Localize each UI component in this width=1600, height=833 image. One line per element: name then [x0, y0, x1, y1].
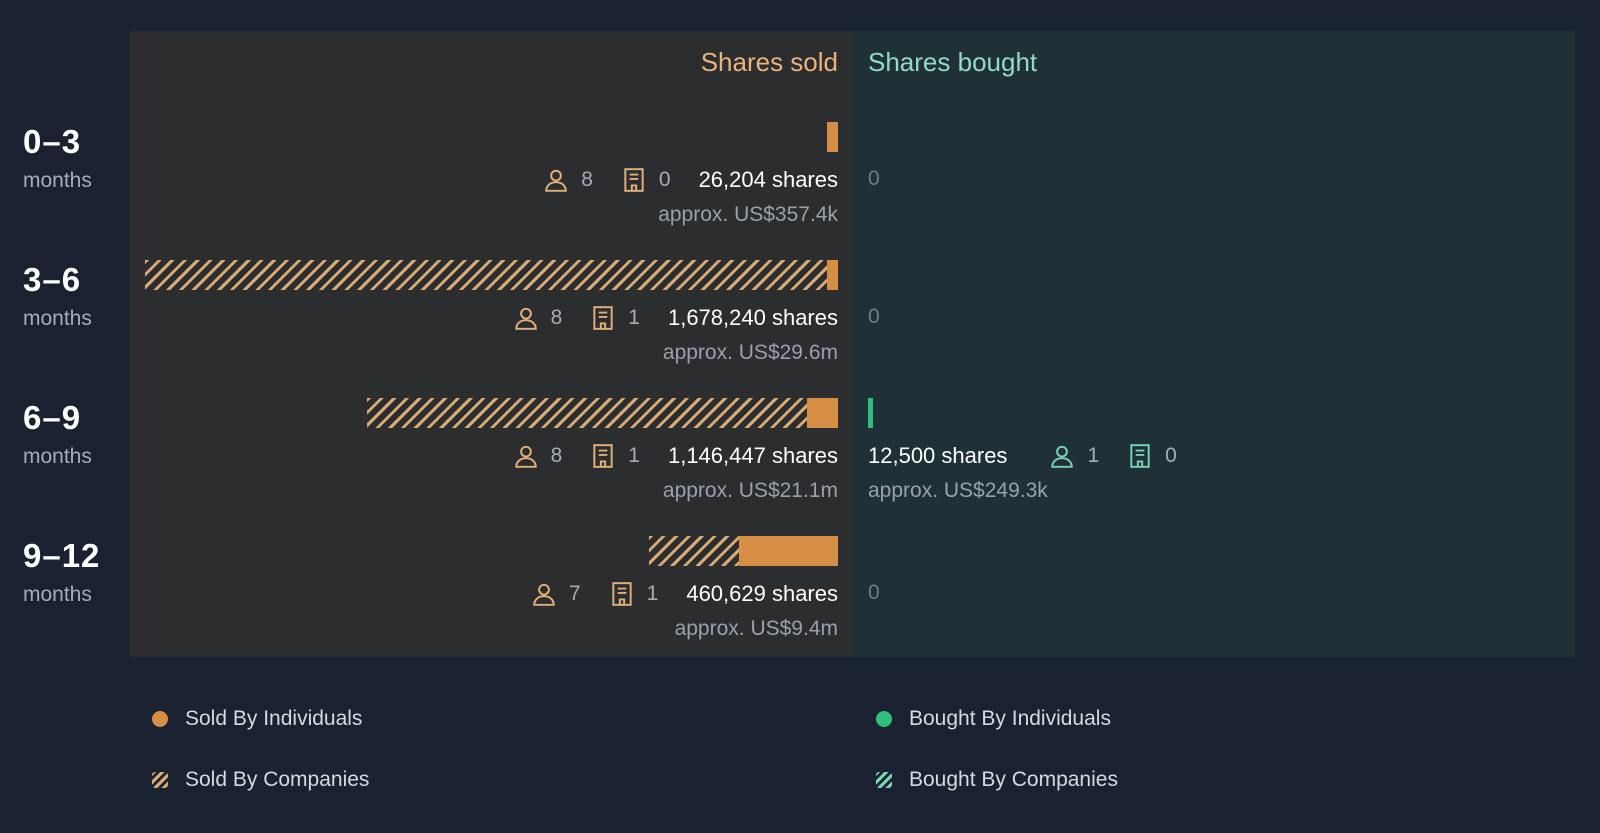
individuals-count: 8	[513, 305, 563, 331]
shares-total: 1,678,240 shares	[667, 305, 838, 330]
period-unit: months	[23, 445, 92, 468]
individuals-count-value: 8	[550, 444, 563, 467]
building-icon	[1130, 444, 1150, 468]
period-unit: months	[23, 583, 92, 606]
bought-stats: 0	[868, 167, 880, 191]
companies-count-value: 0	[1165, 444, 1177, 467]
bought-stats: 0	[868, 305, 880, 329]
companies-count-value: 1	[628, 306, 640, 329]
sold-by-companies-bar[interactable]	[366, 398, 808, 428]
sold-stats: 8 1 1,678,240 shares	[513, 305, 838, 331]
approx-value: approx. US$357.4k	[658, 203, 838, 226]
sold-by-individuals-bar[interactable]	[739, 536, 838, 566]
individuals-count: 8	[543, 167, 593, 193]
person-icon	[514, 445, 537, 468]
sold-stats: 8 0 26,204 shares	[543, 167, 838, 193]
shares-total: 1,146,447 shares	[667, 443, 838, 468]
sold-by-individuals-bar[interactable]	[827, 260, 838, 290]
sold-by-companies-bar[interactable]	[648, 536, 740, 566]
legend-solid-sold-swatch	[152, 711, 168, 727]
approx-value: approx. US$21.1m	[662, 479, 838, 502]
companies-count: 0	[621, 167, 671, 193]
sold-bar[interactable]	[145, 260, 838, 290]
companies-count-value: 1	[646, 582, 659, 605]
period-range: 3–6	[23, 261, 82, 298]
period-row: 0–3 months 8 0 26,204 shares approx. US$…	[0, 122, 1600, 260]
shares-sold-header: Shares sold	[700, 47, 838, 77]
bought-stats: 0	[868, 581, 880, 605]
sold-stats: 7 1 460,629 shares	[531, 581, 838, 607]
period-row: 9–12 months 7 1 460,629 shares approx. U…	[0, 536, 1600, 674]
individuals-count: 8	[513, 443, 563, 469]
sold-bar[interactable]	[648, 536, 838, 566]
building-icon	[624, 168, 644, 192]
period-label: 6–9 months	[23, 398, 92, 470]
legend-sold-individuals[interactable]: Sold By Individuals	[152, 707, 362, 731]
legend-sold-companies[interactable]: Sold By Companies	[152, 768, 369, 792]
bought-zero: 0	[868, 581, 880, 604]
bought-shares-total: 12,500 shares	[868, 443, 1008, 468]
period-range: 0–3	[23, 123, 82, 160]
bought-zero: 0	[868, 167, 880, 190]
bought-by-individuals-bar[interactable]	[868, 398, 873, 428]
approx-value: approx. US$29.6m	[662, 341, 838, 364]
individuals-count-value: 8	[581, 168, 593, 191]
individuals-count-value: 8	[550, 306, 563, 329]
companies-count-value: 0	[658, 168, 671, 191]
shares-total: 26,204 shares	[698, 167, 838, 192]
sold-stats: 8 1 1,146,447 shares	[513, 443, 838, 469]
companies-count: 0	[1127, 443, 1177, 469]
period-unit: months	[23, 307, 92, 330]
building-icon	[593, 444, 613, 468]
companies-count: 1	[590, 443, 640, 469]
building-icon	[593, 306, 613, 330]
building-icon	[611, 582, 632, 606]
bought-stats: 12,500 shares 1 0	[868, 443, 1205, 469]
individuals-count: 1	[1049, 443, 1099, 469]
legend-hatch-bought-swatch	[876, 772, 892, 788]
individuals-count-value: 1	[1087, 444, 1100, 467]
person-icon	[514, 307, 537, 330]
period-label: 9–12 months	[23, 536, 100, 608]
companies-count: 1	[609, 581, 659, 607]
period-label: 3–6 months	[23, 260, 92, 332]
bought-zero: 0	[868, 305, 880, 328]
legend-bought-individuals[interactable]: Bought By Individuals	[876, 707, 1111, 731]
legend-label: Bought By Companies	[909, 768, 1118, 791]
companies-count: 1	[590, 305, 640, 331]
bought-approx-value: approx. US$249.3k	[868, 479, 1048, 502]
companies-count-value: 1	[628, 444, 640, 467]
shares-total: 460,629 shares	[686, 581, 838, 606]
period-unit: months	[23, 169, 92, 192]
period-label: 0–3 months	[23, 122, 92, 194]
period-range: 6–9	[23, 399, 82, 436]
legend-label: Bought By Individuals	[909, 707, 1111, 730]
shares-bought-panel	[853, 31, 1575, 657]
person-icon	[1051, 445, 1074, 468]
individuals-count-value: 7	[568, 582, 581, 605]
legend-hatch-sold-swatch	[152, 772, 168, 788]
person-icon	[533, 583, 555, 606]
sold-by-companies-bar[interactable]	[145, 260, 827, 290]
legend-solid-bought-swatch	[876, 711, 892, 727]
period-row: 6–9 months 8 1 1,146,447 shares approx. …	[0, 398, 1600, 536]
legend-bought-companies[interactable]: Bought By Companies	[876, 768, 1118, 792]
person-icon	[545, 169, 567, 192]
sold-bar[interactable]	[827, 122, 838, 152]
sold-by-individuals-bar[interactable]	[807, 398, 838, 428]
individuals-count: 7	[531, 581, 581, 607]
period-range: 9–12	[23, 537, 101, 574]
approx-value: approx. US$9.4m	[674, 617, 838, 640]
legend-label: Sold By Companies	[185, 768, 370, 791]
sold-by-individuals-bar[interactable]	[827, 122, 838, 152]
legend-label: Sold By Individuals	[185, 707, 363, 730]
sold-bar[interactable]	[366, 398, 838, 428]
shares-bought-header: Shares bought	[868, 47, 1038, 77]
period-row: 3–6 months 8 1 1,678,240 shares approx. …	[0, 260, 1600, 398]
